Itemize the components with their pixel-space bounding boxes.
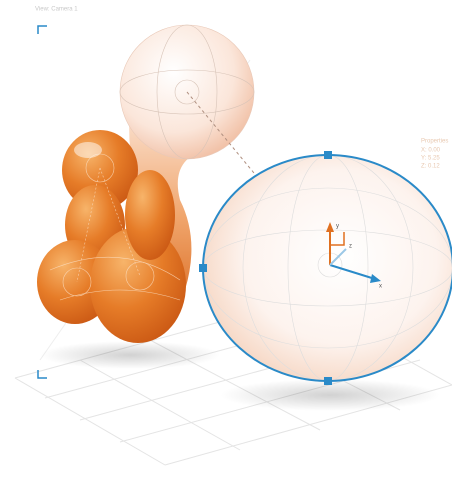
frame-corner <box>37 370 47 379</box>
panel-title: Properties <box>421 139 448 145</box>
handle[interactable] <box>324 377 332 385</box>
shadow <box>40 341 220 369</box>
frame-corner <box>37 25 47 34</box>
axis-label: x <box>379 284 382 290</box>
handle[interactable] <box>199 264 207 272</box>
axis-label: y <box>336 224 339 230</box>
highlight <box>74 142 102 158</box>
properties-panel: Properties X: 0.00 Y: 5.25 Z: 0.12 <box>421 139 448 170</box>
handle[interactable] <box>324 151 332 159</box>
property: X: 0.00 <box>421 148 441 154</box>
viewport-label: View: Camera 1 <box>35 7 78 13</box>
axis-label: z <box>349 244 352 250</box>
gizmo[interactable]: y z x <box>326 222 382 290</box>
wireframe <box>119 24 255 160</box>
selected-sphere[interactable] <box>203 155 452 381</box>
property: Y: 5.25 <box>421 156 440 162</box>
shadow <box>220 379 440 411</box>
handles[interactable] <box>199 151 332 385</box>
property: Z: 0.12 <box>421 164 440 170</box>
